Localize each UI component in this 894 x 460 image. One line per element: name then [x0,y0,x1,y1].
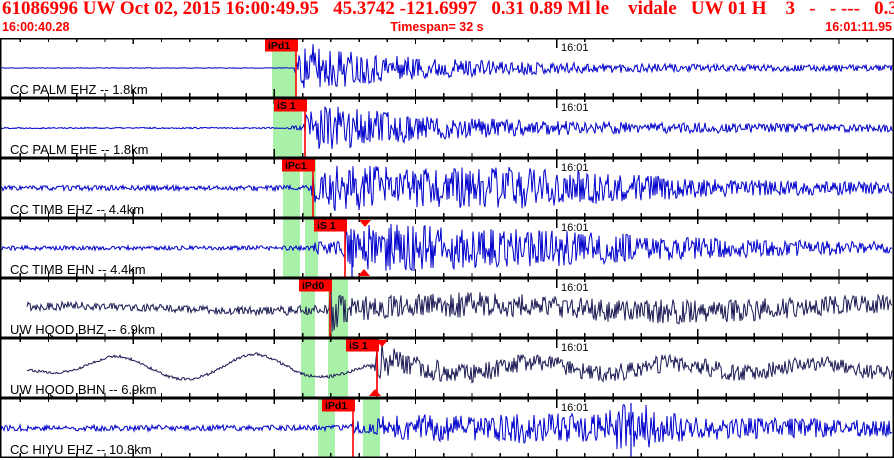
trace-panel-cc-hiyu-ehz: 16:01 iPd1 CC HIYU EHZ -- 10.8km [0,398,894,458]
minute-tick-label: 16:01 [561,282,589,294]
minute-tick-label: 16:01 [561,42,589,54]
phase-pick-label[interactable]: iS 1 [277,100,296,112]
phase-pick-label[interactable]: iS 1 [349,340,368,352]
station-label: CC PALM EHE -- 1.8km [10,142,148,157]
trace-panel-uw-hqod-bhn: 16:01 iS 1 UW HQOD BHN -- 6.9km [0,338,894,398]
waveform-cc-hiyu-ehz[interactable] [0,403,893,450]
phase-pick-flag[interactable] [282,159,315,172]
phase-pick-flag[interactable] [322,399,355,412]
waveform-display: 16:01 iPd1 CC PALM EHZ -- 1.8km 16:01 iS 1 CC… [0,38,894,460]
waveform-uw-hqod-bhz[interactable] [26,285,893,333]
phase-pick-flag[interactable] [265,39,298,52]
pick-window-band [283,159,300,217]
phase-pick-label[interactable]: iPd1 [268,40,290,52]
phase-pick-flag[interactable] [314,219,347,232]
phase-pick-label[interactable]: iPc1 [285,160,307,172]
waveform-uw-hqod-bhn[interactable] [26,342,893,384]
waveform-cc-timb-ehz[interactable] [0,165,893,212]
waveform-cc-palm-ehe[interactable] [0,106,893,150]
phase-pick-label[interactable]: iPd0 [302,280,324,292]
trace-panel-cc-palm-ehe: 16:01 iS 1 CC PALM EHE -- 1.8km [0,98,894,158]
station-label: UW HQOD BHZ -- 6.9km [10,322,155,337]
amplitude-marker[interactable] [369,389,381,396]
trace-panel-cc-timb-ehz: 16:01 iPc1 CC TIMB EHZ -- 4.4km [0,158,894,218]
station-label: UW HQOD BHN -- 6.9km [10,382,157,397]
station-label: CC TIMB EHZ -- 4.4km [10,202,144,217]
minute-tick-label: 16:01 [561,102,589,114]
minute-tick-label: 16:01 [561,402,589,414]
pick-window-band [301,279,315,337]
phase-pick-flag[interactable] [274,99,307,112]
timespan-label: Timespan= 32 s [390,20,484,34]
window-end-time: 16:01:11.95 [825,20,892,34]
time-axis-header: 16:00:40.28 Timespan= 32 s 16:01:11.95 [0,20,894,36]
pick-window-band [328,339,348,397]
station-label: CC TIMB EHN -- 4.4km [10,262,146,277]
window-start-time: 16:00:40.28 [2,20,70,34]
minute-tick-label: 16:01 [561,222,589,234]
trace-panel-cc-palm-ehz: 16:01 iPd1 CC PALM EHZ -- 1.8km [0,38,894,98]
pick-window-band [301,339,315,397]
waveform-cc-palm-ehz[interactable] [0,44,893,89]
phase-pick-label[interactable]: iS 1 [317,220,336,232]
station-label: CC HIYU EHZ -- 10.8km [10,442,152,457]
amplitude-marker[interactable] [359,220,371,227]
trace-panel-uw-hqod-bhz: 16:01 iPd0 UW HQOD BHZ -- 6.9km [0,278,894,338]
phase-pick-flag[interactable] [299,279,332,292]
event-summary: 61086996 UW Oct 02, 2015 16:00:49.95 45.… [2,0,894,19]
phase-pick-label[interactable]: iPd1 [325,400,347,412]
minute-tick-label: 16:01 [561,342,589,354]
pick-window-band [318,399,335,457]
phase-pick-flag[interactable] [346,339,379,352]
pick-window-band [363,399,380,457]
minute-tick-label: 16:01 [561,162,589,174]
trace-panel-cc-timb-ehn: 16:01 iS 1 CC TIMB EHN -- 4.4km [0,218,894,278]
pick-window-band [305,219,318,277]
amplitude-marker[interactable] [358,269,370,276]
station-label: CC PALM EHZ -- 1.8km [10,82,148,97]
time-ticks [19,158,868,218]
amplitude-marker[interactable] [376,340,388,347]
waveform-cc-timb-ehn[interactable] [0,223,893,272]
